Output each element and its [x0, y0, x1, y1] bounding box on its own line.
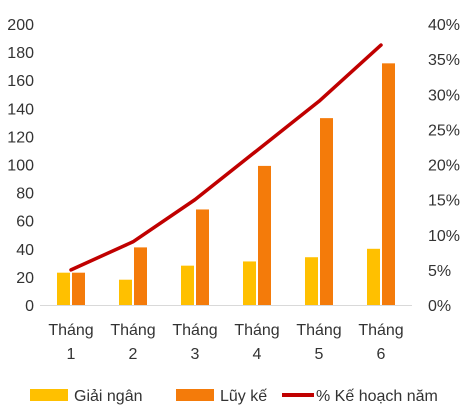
y-left-tick-label: 120 — [7, 129, 34, 146]
legend-swatch-luy-ke — [176, 389, 214, 401]
y-right-tick-label: 35% — [428, 52, 460, 69]
x-axis-labels: Tháng 1 Tháng 2 Tháng 3 Tháng 4 Tháng 5 Tháng 6 — [48, 322, 403, 363]
x-category-label: Tháng — [358, 322, 403, 339]
line-series — [69, 43, 383, 272]
y-left-tick-label: 20 — [16, 270, 34, 287]
y-left-tick-label: 200 — [7, 17, 34, 34]
legend-label: Lũy kế — [220, 388, 267, 405]
y-left-tick-label: 100 — [7, 158, 34, 175]
bar-giai-ngan — [243, 261, 256, 305]
bar-giai-ngan — [305, 257, 318, 305]
x-category-label: 3 — [191, 346, 200, 363]
bar-giai-ngan — [119, 279, 132, 305]
bar-series — [57, 63, 395, 306]
y-left-tick-label: 180 — [7, 45, 34, 62]
x-category-label: Tháng — [234, 322, 279, 339]
y-right-tick-label: 15% — [428, 193, 460, 210]
bar-giai-ngan — [181, 265, 194, 305]
y-left-tick-label: 40 — [16, 242, 34, 259]
x-category-label: 6 — [377, 346, 386, 363]
left-axis: 0 20 40 60 80 100 120 140 160 180 200 — [7, 17, 34, 315]
y-right-tick-label: 10% — [428, 228, 460, 245]
bar-giai-ngan — [367, 248, 380, 305]
y-left-tick-label: 60 — [16, 214, 34, 231]
bar-luy-ke — [196, 209, 209, 305]
x-category-label: Tháng — [110, 322, 155, 339]
right-axis: 0% 5% 10% 15% 20% 25% 30% 35% 40% — [428, 17, 460, 315]
legend-label: Giải ngân — [74, 388, 143, 405]
y-left-tick-label: 80 — [16, 186, 34, 203]
y-right-tick-label: 20% — [428, 158, 460, 175]
legend-label: % Kế hoạch năm — [316, 388, 438, 405]
y-right-tick-label: 25% — [428, 122, 460, 139]
x-category-label: Tháng — [172, 322, 217, 339]
line-ke-hoach-nam — [69, 43, 383, 272]
bar-giai-ngan — [57, 272, 70, 305]
x-category-label: Tháng — [48, 322, 93, 339]
x-category-label: 4 — [253, 346, 262, 363]
x-category-label: 5 — [315, 346, 324, 363]
bar-luy-ke — [72, 272, 85, 305]
bar-luy-ke — [320, 118, 333, 305]
y-right-tick-label: 5% — [428, 263, 451, 280]
y-right-tick-label: 0% — [428, 298, 451, 315]
x-category-label: 2 — [129, 346, 138, 363]
y-right-tick-label: 30% — [428, 87, 460, 104]
y-left-tick-label: 160 — [7, 73, 34, 90]
bar-luy-ke — [134, 247, 147, 305]
x-category-label: 1 — [67, 346, 76, 363]
bar-luy-ke — [382, 63, 395, 306]
y-right-tick-label: 40% — [428, 17, 460, 34]
y-left-tick-label: 0 — [25, 298, 34, 315]
legend: Giải ngân Lũy kế % Kế hoạch năm — [30, 388, 438, 405]
legend-swatch-giai-ngan — [30, 389, 68, 401]
bar-luy-ke — [258, 165, 271, 305]
x-category-label: Tháng — [296, 322, 341, 339]
y-left-tick-label: 140 — [7, 101, 34, 118]
